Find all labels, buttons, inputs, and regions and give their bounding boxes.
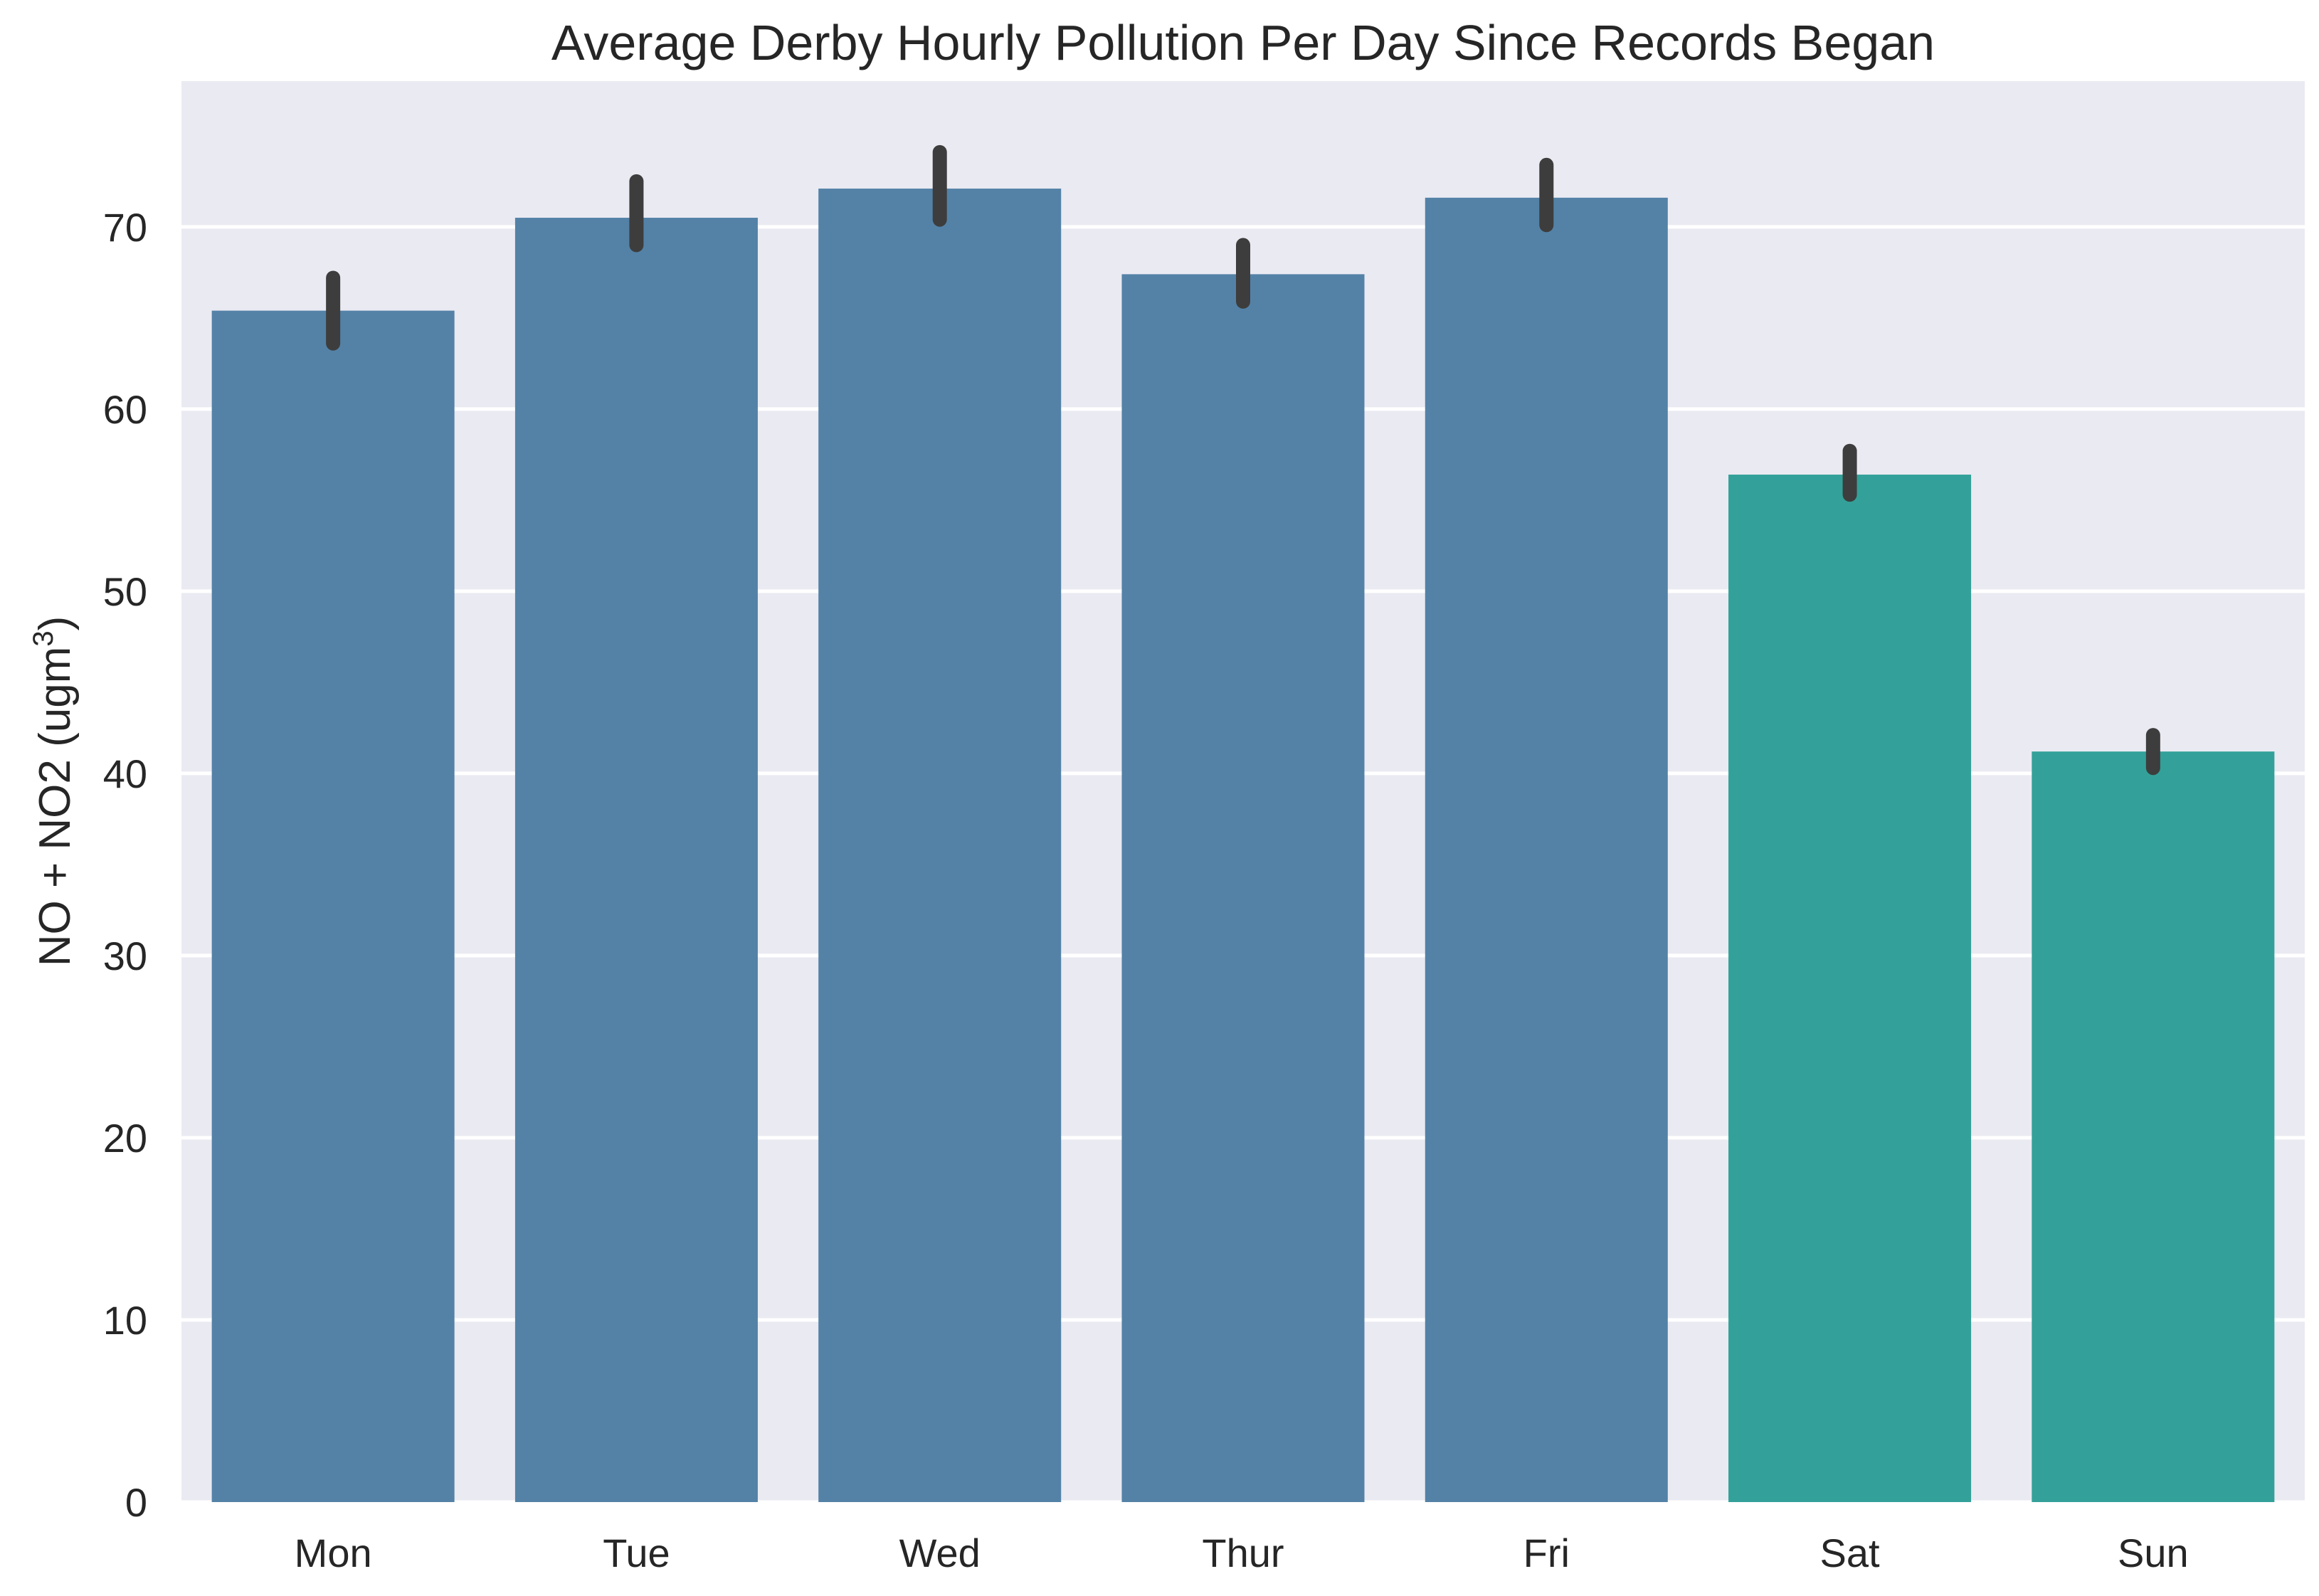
y-tick-label: 10 xyxy=(103,1298,147,1343)
bar-tue xyxy=(514,218,758,1502)
error-bars xyxy=(326,144,2160,776)
y-tick-label: 0 xyxy=(125,1480,147,1525)
x-tick-label-tue: Tue xyxy=(603,1531,670,1575)
x-tick-label-sat: Sat xyxy=(1820,1531,1880,1575)
bars xyxy=(211,189,2275,1503)
y-axis-label-superscript: 3 xyxy=(28,630,59,646)
bar-sun xyxy=(2032,751,2275,1502)
y-tick-label: 20 xyxy=(103,1116,147,1161)
y-tick-label: 70 xyxy=(103,205,147,250)
x-tick-label-wed: Wed xyxy=(899,1531,981,1575)
y-tick-label: 40 xyxy=(103,751,147,796)
x-tick-label-mon: Mon xyxy=(295,1531,372,1575)
y-tick-label: 30 xyxy=(103,934,147,978)
chart-title: Average Derby Hourly Pollution Per Day S… xyxy=(551,15,1935,70)
bar-sat xyxy=(1728,475,1972,1502)
y-tick-label: 50 xyxy=(103,569,147,614)
y-tick-label: 60 xyxy=(103,387,147,432)
y-tick-labels: 0 10 20 30 40 50 60 70 xyxy=(103,205,147,1525)
x-tick-label-fri: Fri xyxy=(1523,1531,1570,1575)
bar-fri xyxy=(1425,197,1668,1502)
bar-thur xyxy=(1121,274,1365,1502)
y-axis-label-main: NO + NO2 (ugm xyxy=(31,647,80,967)
x-tick-label-thur: Thur xyxy=(1202,1531,1284,1575)
bar-wed xyxy=(818,189,1062,1502)
x-tick-label-sun: Sun xyxy=(2118,1531,2189,1575)
y-axis-label: NO + NO2 (ugm3) xyxy=(28,616,80,967)
y-axis-label-suffix: ) xyxy=(31,616,80,631)
bar-mon xyxy=(211,310,455,1503)
x-tick-labels: Mon Tue Wed Thur Fri Sat Sun xyxy=(295,1531,2189,1575)
